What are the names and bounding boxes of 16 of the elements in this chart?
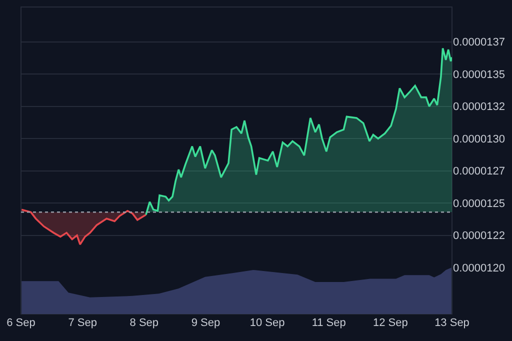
x-tick-label: 13 Sep [434, 317, 470, 329]
y-tick-label: 0.0000127 [453, 166, 505, 178]
x-tick-label: 9 Sep [191, 317, 220, 329]
x-tick-label: 6 Sep [6, 317, 36, 329]
x-tick-label: 10 Sep [250, 317, 285, 329]
y-tick-label: 0.0000137 [453, 36, 505, 49]
x-tick-label: 11 Sep [312, 317, 346, 329]
x-tick-label: 7 Sep [68, 317, 97, 329]
y-tick-label: 0.0000132 [453, 101, 505, 114]
x-tick-label: 8 Sep [130, 317, 159, 329]
y-tick-label: 0.0000122 [453, 230, 505, 242]
x-tick-label: 12 Sep [372, 317, 408, 329]
y-tick-label: 0.0000130 [453, 133, 505, 146]
y-tick-label: 0.0000135 [453, 68, 505, 81]
y-tick-label: 0.0000120 [453, 262, 505, 274]
y-tick-label: 0.0000125 [453, 198, 505, 210]
